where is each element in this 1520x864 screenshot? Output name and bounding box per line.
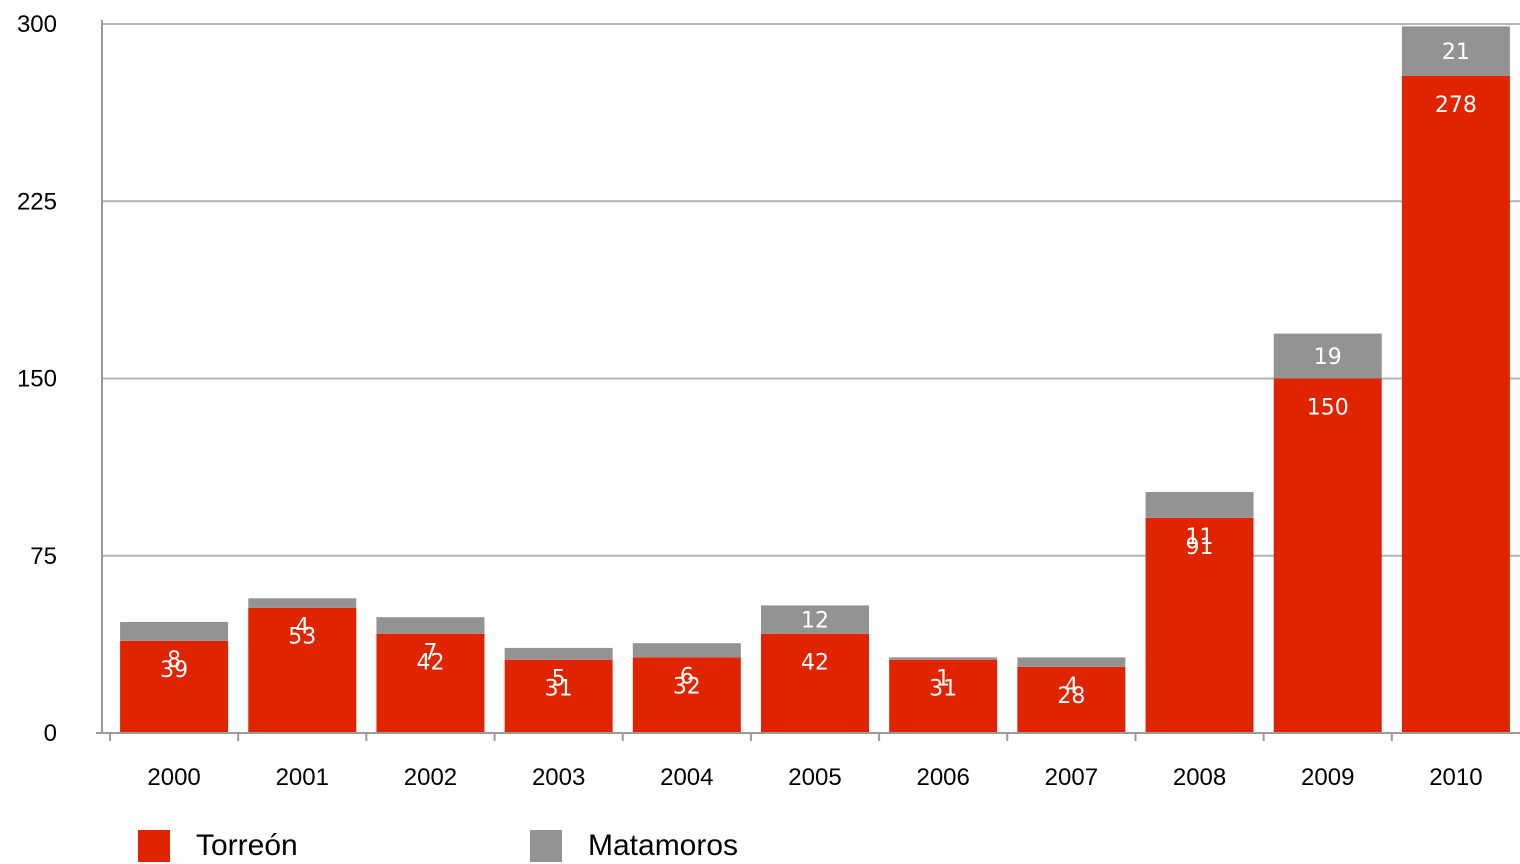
bar-matamoros-2001	[248, 598, 357, 608]
bar-torreon-2001	[248, 607, 357, 733]
bar-matamoros-2004	[632, 643, 741, 658]
y-tick-label: 0	[44, 720, 57, 747]
x-tick-label-2002: 2002	[404, 764, 457, 791]
bar-matamoros-2007	[1017, 657, 1126, 667]
bar-label-matamoros-2004: 6	[680, 664, 694, 689]
bar-label-torreon-2006: 31	[929, 677, 957, 702]
bars	[120, 26, 1510, 733]
x-tick-label-2008: 2008	[1173, 764, 1226, 791]
bar-label-matamoros-2003: 5	[552, 667, 566, 692]
bar-matamoros-2008	[1145, 491, 1254, 518]
bar-torreon-2003	[504, 659, 613, 733]
legend-item-torreon: Torreón	[138, 830, 298, 862]
x-tick-label-2003: 2003	[532, 764, 585, 791]
x-tick-label-2000: 2000	[147, 764, 200, 791]
y-tick-label: 225	[17, 188, 57, 215]
bar-label-matamoros-2001: 4	[295, 615, 309, 640]
bar-label-matamoros-2002: 7	[423, 641, 437, 666]
bar-label-matamoros-2009: 19	[1314, 345, 1342, 370]
bar-label-torreon-2003: 31	[545, 677, 573, 702]
bar-torreon-2010	[1401, 75, 1510, 733]
bar-torreon-2002	[376, 633, 485, 733]
legend-item-matamoros: Matamoros	[530, 830, 738, 862]
bar-label-matamoros-2010: 21	[1442, 40, 1470, 65]
bar-label-torreon-2009: 150	[1307, 396, 1349, 421]
bar-label-matamoros-2005: 12	[801, 609, 829, 634]
bar-torreon-2007	[1017, 666, 1126, 733]
y-tick-label: 75	[30, 543, 57, 570]
legend-label-torreon: Torreón	[196, 829, 298, 862]
bar-label-matamoros-2008: 11	[1186, 525, 1214, 550]
bar-torreon-2008	[1145, 517, 1254, 733]
legend-swatch-torreon	[138, 830, 170, 862]
x-tick-label-2010: 2010	[1429, 764, 1482, 791]
bar-matamoros-2010	[1401, 26, 1510, 76]
bar-label-torreon-2010: 278	[1435, 93, 1477, 118]
legend-label-matamoros: Matamoros	[588, 829, 739, 862]
bar-label-matamoros-2000: 8	[167, 648, 181, 673]
bar-torreon-2000	[120, 640, 229, 733]
x-tick-label-2007: 2007	[1045, 764, 1098, 791]
bar-label-torreon-2007: 28	[1057, 684, 1085, 709]
legend-swatch-matamoros	[530, 830, 562, 862]
x-tick-label-2006: 2006	[916, 764, 969, 791]
bar-label-matamoros-2006: 1	[936, 667, 950, 692]
bar-matamoros-2000	[120, 621, 229, 641]
bar-torreon-2009	[1273, 378, 1382, 733]
bar-torreon-2006	[889, 659, 998, 733]
bar-label-torreon-2000: 39	[160, 658, 188, 683]
bar-matamoros-2003	[504, 647, 613, 660]
bar-label-torreon-2001: 53	[288, 625, 316, 650]
bar-matamoros-2002	[376, 617, 485, 634]
bar-matamoros-2005	[761, 605, 869, 634]
bar-matamoros-2009	[1273, 333, 1382, 379]
x-tick-label-2004: 2004	[660, 764, 713, 791]
bar-label-torreon-2008: 91	[1186, 535, 1214, 560]
bar-label-torreon-2002: 42	[416, 651, 444, 676]
bar-label-matamoros-2007: 4	[1064, 674, 1078, 699]
bar-torreon-2005	[761, 633, 869, 733]
y-tick-label: 150	[17, 366, 57, 393]
x-tick-label-2001: 2001	[276, 764, 329, 791]
bar-matamoros-2006	[889, 657, 998, 660]
y-tick-label: 300	[17, 11, 57, 38]
bar-torreon-2004	[632, 657, 741, 733]
bar-label-torreon-2005: 42	[801, 651, 829, 676]
x-tick-label-2005: 2005	[788, 764, 841, 791]
x-tick-label-2009: 2009	[1301, 764, 1354, 791]
bar-label-torreon-2004: 32	[673, 674, 701, 699]
legend: Torreón Matamoros	[0, 826, 1520, 864]
